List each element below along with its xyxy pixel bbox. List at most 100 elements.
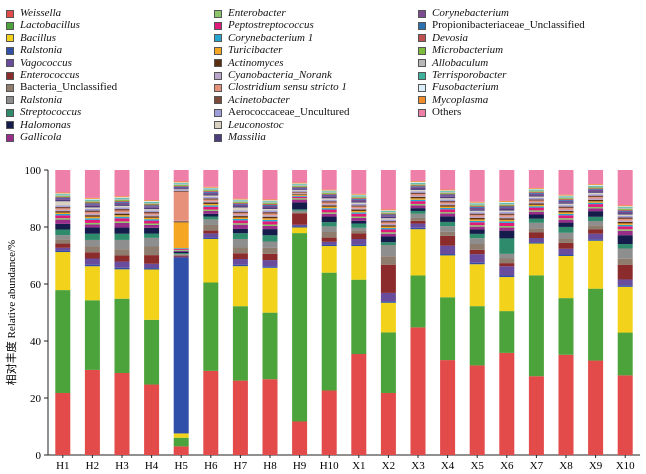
bar-segment (114, 269, 130, 299)
bar-segment (440, 209, 456, 213)
legend-item: Aerococcaceae_Uncultured (214, 107, 350, 118)
legend-item: Allobaculum (418, 57, 488, 69)
bar-segment (410, 199, 426, 202)
bar-segment (262, 235, 278, 242)
bar-segment (351, 223, 367, 228)
bar-segment (469, 229, 485, 234)
bar-segment (440, 203, 456, 206)
bar-segment (262, 199, 278, 201)
bar-segment (292, 187, 308, 189)
bar-segment (617, 223, 633, 225)
bar-segment (499, 201, 515, 203)
bar-segment (292, 185, 308, 186)
bar-segment (380, 170, 396, 210)
bar-segment (558, 238, 574, 243)
bar-segment (144, 255, 160, 264)
bar-segment (55, 193, 71, 195)
bar-segment (469, 213, 485, 216)
legend-item: Mycoplasma (418, 94, 488, 106)
bar-segment (203, 201, 219, 203)
bar-segment (262, 216, 278, 219)
bar-segment (410, 196, 426, 199)
bar-segment (440, 235, 456, 246)
legend-item: Peptostreptococcus (214, 20, 314, 31)
bar-segment (144, 209, 160, 211)
bar-segment (499, 238, 515, 254)
bar-segment (499, 352, 515, 455)
bar-segment (173, 190, 189, 191)
bar-segment (114, 218, 130, 222)
bar-segment (84, 216, 100, 219)
bar-segment (617, 218, 633, 221)
x-tick-label: X10 (616, 460, 635, 472)
legend-swatch (214, 133, 222, 142)
bar-segment (144, 384, 160, 455)
bar-segment (469, 212, 485, 214)
bar-segment (558, 298, 574, 355)
bar-segment (232, 201, 248, 203)
bar-segment (144, 319, 160, 385)
bar-segment (617, 206, 633, 208)
bar-segment (321, 201, 337, 203)
bar-segment (84, 212, 100, 214)
legend-label: Enterococcus (20, 69, 80, 81)
legend-swatch (6, 9, 14, 18)
bar-segment (321, 194, 337, 196)
bar-segment (262, 208, 278, 211)
bar-segment (173, 221, 189, 223)
bar-segment (440, 191, 456, 193)
legend-label: Corynebacterium (432, 7, 509, 19)
legend-label: Massilia (228, 131, 266, 143)
bar-segment (114, 213, 130, 216)
bar-segment (114, 202, 130, 205)
bar-segment (380, 215, 396, 217)
x-tick-label: X5 (470, 460, 484, 472)
bar-segment (232, 200, 248, 202)
bar-segment (114, 249, 130, 256)
legend-label: Bacteria_Unclassified (20, 81, 118, 94)
bar-segment (144, 210, 160, 212)
x-tick-label: H4 (145, 460, 159, 472)
bar-segment (84, 246, 100, 253)
bar-segment (410, 186, 426, 188)
bar-segment (321, 189, 337, 191)
bar-segment (440, 195, 456, 197)
bar-segment (321, 231, 337, 238)
bar-segment (588, 192, 604, 195)
bar-segment (55, 211, 71, 213)
bar-segment (410, 203, 426, 206)
bar-segment (114, 212, 130, 214)
legend-item: Corynebacterium 1 (214, 32, 313, 44)
bar-segment (528, 195, 544, 197)
bar-segment (351, 198, 367, 200)
legend-label: Terrisporobacter (432, 69, 507, 81)
bar-segment (469, 262, 485, 265)
bar-segment (144, 223, 160, 225)
bar-segment (84, 198, 100, 200)
bar-segment (232, 211, 248, 214)
legend-swatch (6, 83, 14, 92)
bar-segment (351, 202, 367, 204)
bar-segment (84, 205, 100, 208)
bar-segment (410, 187, 426, 189)
bar-segment (528, 202, 544, 204)
legend-swatch (418, 34, 426, 43)
bar-segment (55, 201, 71, 206)
bar-segment (232, 198, 248, 200)
bar-segment (232, 233, 248, 239)
legend-label: Weissella (20, 7, 62, 19)
bar-segment (380, 228, 396, 230)
bar-segment (55, 194, 71, 196)
bar-segment (292, 233, 308, 422)
bar-segment (84, 207, 100, 209)
bar-segment (232, 223, 248, 225)
bar-segment (588, 225, 604, 230)
x-tick-label: H5 (174, 460, 188, 472)
legend-item: Streptococcus (6, 107, 81, 118)
bar-segment (499, 206, 515, 208)
bar-segment (144, 246, 160, 256)
bar-segment (144, 201, 160, 203)
bar-segment (203, 191, 219, 192)
bar-segment (114, 200, 130, 202)
bar-segment (499, 215, 515, 217)
